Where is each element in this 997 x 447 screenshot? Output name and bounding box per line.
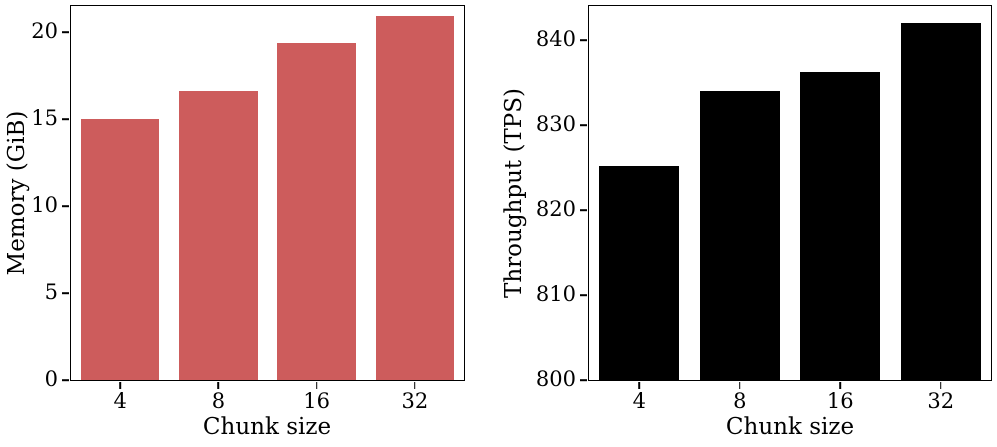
x-tick-mark [315, 382, 318, 389]
x-tick-mark [217, 382, 220, 389]
x-tick-mark [414, 382, 416, 389]
y-tick-mark [580, 209, 587, 211]
x-tick-label: 4 [113, 389, 127, 413]
x-tick-label: 16 [826, 389, 854, 413]
y-tick-mark [62, 118, 69, 120]
bar-chunk-8 [699, 91, 780, 380]
y-tick-mark [62, 31, 69, 33]
throughput-y-axis-label: Throughput (TPS) [501, 88, 527, 298]
x-tick-label: 8 [211, 389, 226, 413]
memory-plot-area: 0 5 10 15 20 4 8 16 32 [31, 5, 465, 412]
y-tick-mark [580, 124, 587, 126]
x-tick-label: 4 [632, 389, 646, 413]
bar-chunk-32 [900, 23, 981, 380]
y-tick-label: 840 [535, 27, 576, 52]
y-tick-mark [580, 39, 587, 41]
y-tick-label: 20 [31, 19, 58, 44]
bar-chunk-16 [800, 72, 881, 380]
y-tick-label: 5 [44, 280, 58, 305]
x-tick-mark [839, 382, 842, 389]
x-tick-mark [119, 382, 121, 389]
y-tick-label: 810 [535, 282, 576, 307]
y-tick-mark [580, 379, 587, 381]
y-tick-label: 10 [31, 193, 58, 218]
y-tick-mark [62, 205, 69, 207]
y-tick-mark [580, 294, 587, 296]
bar-chunk-32 [375, 16, 455, 380]
throughput-x-axis-label: Chunk size [725, 414, 855, 440]
bar-chunk-4 [80, 119, 160, 380]
x-tick-mark [638, 382, 641, 389]
bar-chunk-16 [277, 42, 356, 380]
y-tick-label: 830 [535, 112, 576, 137]
x-tick-label: 32 [401, 389, 429, 413]
bar-chunk-4 [599, 165, 680, 380]
memory-y-axis-label: Memory (GiB) [4, 110, 30, 276]
y-tick-mark [62, 379, 69, 381]
memory-chart: Memory (GiB) 0 5 10 15 20 4 8 16 32 Chunk size [0, 0, 480, 447]
throughput-chart: Throughput (TPS) 800 810 820 830 840 4 8 16 32 C… [500, 0, 997, 447]
x-tick-mark [738, 382, 741, 389]
x-tick-mark [939, 382, 942, 389]
memory-x-axis-label: Chunk size [202, 414, 332, 440]
y-tick-label: 800 [535, 367, 576, 392]
y-tick-mark [62, 292, 69, 294]
x-tick-label: 32 [927, 389, 955, 413]
x-tick-label: 8 [733, 389, 747, 413]
throughput-plot-area: 800 810 820 830 840 4 8 16 32 [536, 5, 992, 412]
y-tick-label: 15 [31, 106, 58, 131]
y-tick-label: 820 [535, 197, 576, 222]
bar-chunk-8 [179, 91, 258, 380]
x-tick-label: 16 [303, 389, 330, 413]
y-tick-label: 0 [44, 367, 58, 392]
